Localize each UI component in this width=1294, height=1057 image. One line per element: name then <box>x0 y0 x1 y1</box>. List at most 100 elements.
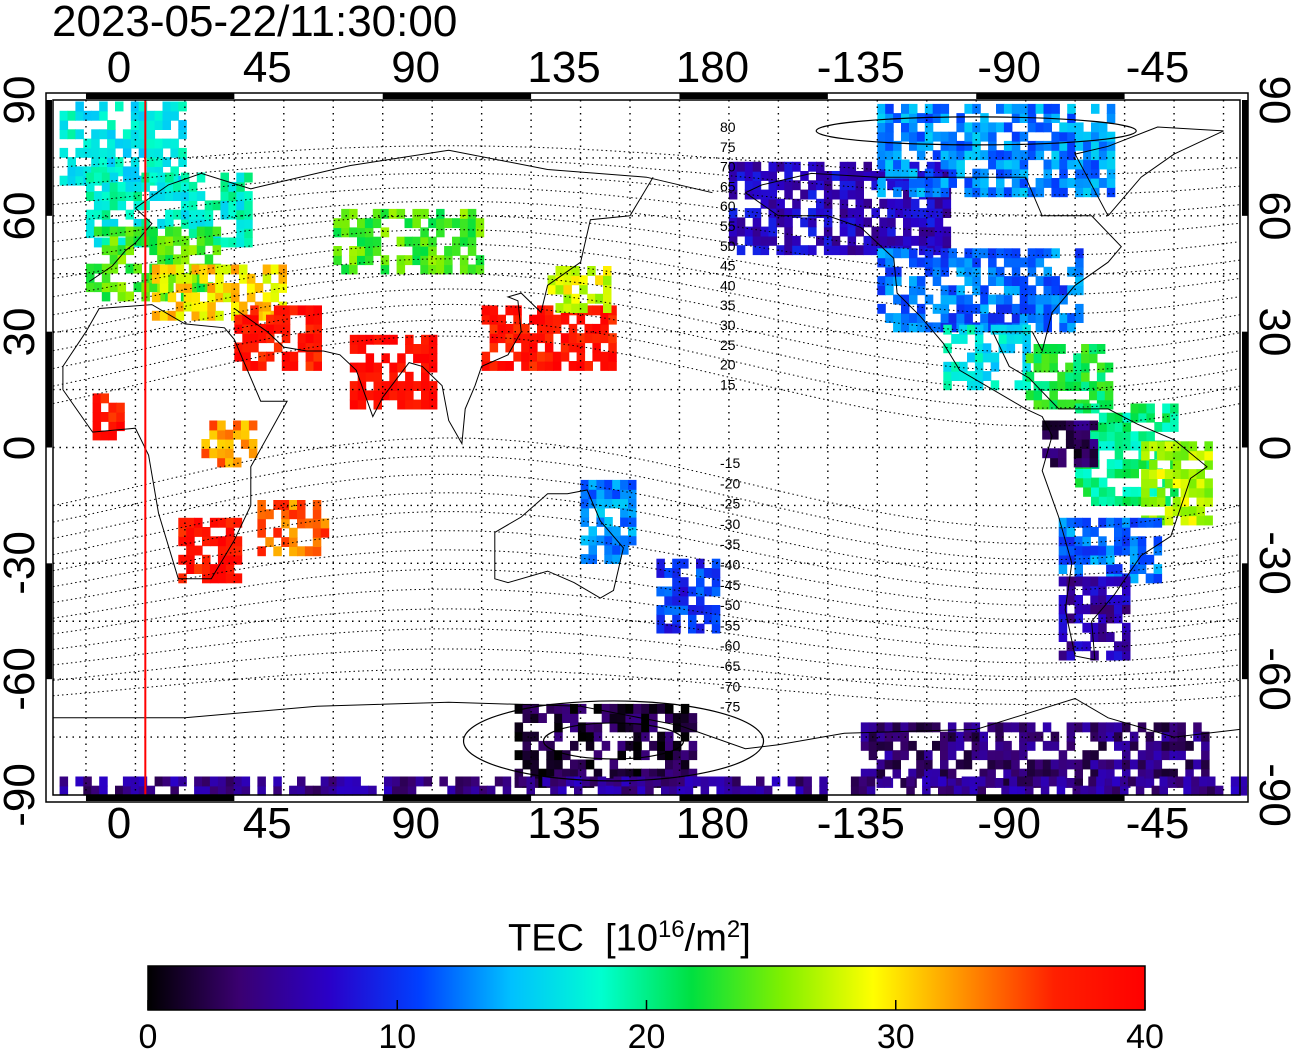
tec-cell <box>412 208 421 219</box>
tec-cell <box>903 235 912 246</box>
tec-cell <box>278 264 287 275</box>
tec-cell <box>544 323 554 334</box>
tec-cell <box>916 303 926 314</box>
tec-cell <box>405 399 414 410</box>
tec-cell <box>257 509 266 520</box>
tec-cell <box>1090 768 1099 779</box>
tec-cell <box>792 198 801 209</box>
tec-cell <box>170 138 179 149</box>
tec-cell <box>903 208 912 218</box>
tec-cell <box>943 361 952 372</box>
tec-cell <box>808 245 817 256</box>
tec-cell <box>297 546 306 557</box>
tec-cell <box>900 778 909 788</box>
tec-cell <box>304 785 314 796</box>
tec-cell <box>633 713 642 723</box>
tec-cell <box>916 187 926 198</box>
tec-cell <box>1161 768 1170 779</box>
tec-cell <box>240 429 250 440</box>
tec-cell <box>664 586 673 597</box>
tec-cell <box>1188 515 1198 526</box>
tec-cell <box>223 264 232 275</box>
tec-cell <box>876 759 886 770</box>
tec-cell <box>988 122 997 133</box>
tec-cell <box>926 235 936 246</box>
left-lat-tick: 0 <box>0 435 44 459</box>
tec-cell <box>1149 459 1158 470</box>
tec-cell <box>1180 469 1190 479</box>
tec-cell <box>83 776 92 787</box>
tec-cell <box>1073 439 1083 449</box>
tec-cell <box>924 266 934 277</box>
tec-cell <box>209 448 218 459</box>
tec-cell <box>885 313 894 323</box>
tec-cell <box>1043 248 1052 259</box>
tec-cell <box>595 275 604 286</box>
tec-cell <box>558 785 567 796</box>
tec-cell <box>538 740 547 751</box>
tec-cell <box>792 208 801 218</box>
coastline <box>745 172 1208 661</box>
tec-cell <box>625 703 634 714</box>
tec-cell <box>373 371 382 382</box>
tec-cell <box>146 147 156 158</box>
tec-cell <box>585 731 595 742</box>
tec-cell <box>1096 371 1106 382</box>
tec-cell <box>909 313 918 323</box>
tec-cell <box>1114 449 1124 460</box>
colorbar-tick-label: 10 <box>378 1018 417 1056</box>
tec-cell <box>223 292 232 303</box>
tec-cell <box>91 157 100 167</box>
tec-cell <box>558 776 567 787</box>
tec-cell <box>943 324 952 335</box>
tec-cell <box>1011 750 1020 761</box>
tec-cell <box>233 420 242 431</box>
tec-cell <box>159 273 169 284</box>
tec-cell <box>207 301 216 312</box>
tec-cell <box>792 235 801 246</box>
tec-cell <box>657 731 666 742</box>
tec-cell <box>248 439 258 449</box>
tec-cell <box>537 361 546 371</box>
tec-cell <box>231 292 240 303</box>
tec-cell <box>1003 187 1013 198</box>
tec-cell <box>940 740 949 751</box>
tec-cell <box>59 120 69 130</box>
tec-cell <box>641 768 650 779</box>
tec-cell <box>808 180 817 191</box>
tec-cell <box>116 421 125 432</box>
tec-cell <box>577 722 587 733</box>
tec-cell <box>1122 740 1131 751</box>
tec-cell <box>554 759 563 770</box>
tec-cell <box>863 161 872 172</box>
tec-cell <box>696 577 705 588</box>
tec-cell <box>381 390 390 401</box>
tec-cell <box>233 573 243 584</box>
tec-cell <box>154 110 164 121</box>
tec-cell <box>423 776 433 787</box>
tec-cell <box>99 129 108 140</box>
tec-cell <box>892 759 901 770</box>
tec-cell <box>236 218 245 229</box>
tec-cell <box>100 393 109 404</box>
contour-label: 45 <box>720 258 736 274</box>
tec-cell <box>1074 778 1083 788</box>
tec-cell <box>922 776 931 787</box>
tec-cell <box>887 180 896 191</box>
border-segment <box>679 93 828 99</box>
tec-cell <box>538 768 547 779</box>
tec-cell <box>439 776 448 787</box>
tec-cell <box>1041 353 1050 364</box>
tec-cell <box>963 759 973 770</box>
tec-cell <box>463 785 472 796</box>
tec-cell <box>130 175 140 186</box>
tec-cell <box>86 209 95 220</box>
tec-cell <box>657 740 666 751</box>
tec-cell <box>1059 285 1068 296</box>
tec-cell <box>823 208 833 218</box>
tec-cell <box>592 305 601 316</box>
tec-cell <box>1098 585 1107 596</box>
tec-cell <box>380 264 390 275</box>
border-segment <box>46 100 52 216</box>
tec-cell <box>220 181 229 192</box>
